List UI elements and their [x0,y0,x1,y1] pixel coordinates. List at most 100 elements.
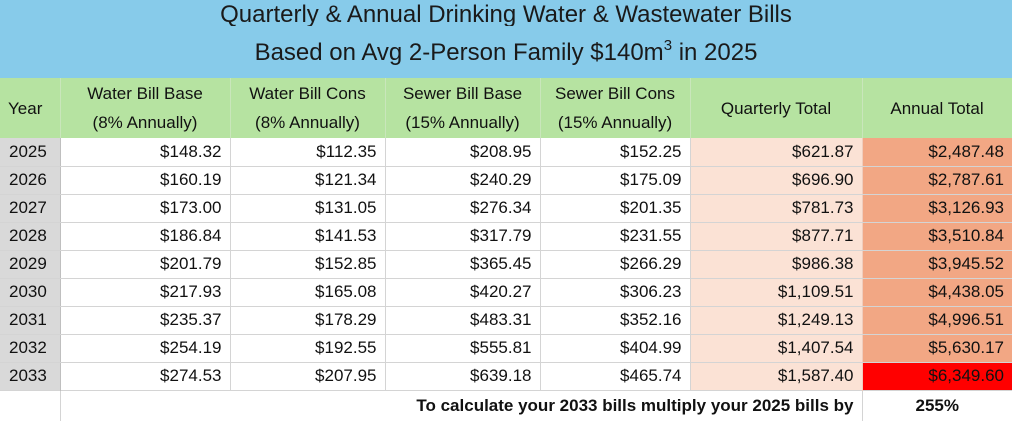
cell-annual-total[interactable]: $2,487.48 [862,138,1012,167]
cell-water-cons[interactable]: $112.35 [230,138,386,167]
cell-water-base[interactable]: $235.37 [60,306,231,335]
cell-sewer-cons[interactable]: $306.23 [540,278,691,307]
cell-water-base[interactable]: $173.00 [60,194,231,223]
title-line-2: Based on Avg 2-Person Family $140m3 in 2… [0,36,1012,70]
header-sewer-base[interactable]: Sewer Bill Base (15% Annually) [385,78,541,138]
cell-sewer-base[interactable]: $639.18 [385,362,541,390]
header-water-base[interactable]: Water Bill Base (8% Annually) [60,78,231,138]
cell-annual-total[interactable]: $2,787.61 [862,166,1012,195]
header-year[interactable]: Year [0,78,61,138]
cell-year[interactable]: 2027 [0,194,61,223]
cell-quarterly-total[interactable]: $696.90 [690,166,863,195]
bills-table: Year Water Bill Base (8% Annually) Water … [0,78,1012,421]
cell-annual-total[interactable]: $3,945.52 [862,250,1012,279]
table-row: 2025 $148.32 $112.35 $208.95 $152.25 $621.87 $… [0,138,1012,167]
cell-annual-total[interactable]: $3,126.93 [862,194,1012,223]
cell-water-base[interactable]: $274.53 [60,362,231,390]
footer-note[interactable]: To calculate your 2033 bills multiply yo… [60,389,863,421]
title-line-2-suffix: in 2025 [672,39,758,66]
cell-water-base[interactable]: $160.19 [60,166,231,195]
cell-quarterly-total[interactable]: $781.73 [690,194,863,223]
cell-water-base[interactable]: $186.84 [60,222,231,251]
cell-water-base[interactable]: $254.19 [60,334,231,363]
header-sewer-cons-line1: Sewer Bill Cons [555,84,675,103]
cell-water-cons[interactable]: $207.95 [230,362,386,390]
footer-row: To calculate your 2033 bills multiply yo… [0,389,1012,421]
footer-multiplier[interactable]: 255% [862,389,1012,421]
cell-quarterly-total[interactable]: $621.87 [690,138,863,167]
header-water-cons[interactable]: Water Bill Cons (8% Annually) [230,78,386,138]
cell-sewer-cons[interactable]: $231.55 [540,222,691,251]
table-row: 2031 $235.37 $178.29 $483.31 $352.16 $1,249.1… [0,306,1012,335]
title-line-1: Quarterly & Annual Drinking Water & Wast… [220,1,792,26]
header-water-base-line2: (8% Annually) [92,113,198,132]
cell-water-base[interactable]: $148.32 [60,138,231,167]
header-sewer-base-line1: Sewer Bill Base [402,84,523,103]
cell-water-cons[interactable]: $152.85 [230,250,386,279]
header-water-cons-line2: (8% Annually) [255,113,360,132]
cell-water-base[interactable]: $201.79 [60,250,231,279]
header-quarterly-total[interactable]: Quarterly Total [690,78,863,138]
cell-sewer-base[interactable]: $276.34 [385,194,541,223]
header-sewer-cons-line2: (15% Annually) [557,113,673,132]
cell-sewer-base[interactable]: $208.95 [385,138,541,167]
header-sewer-cons[interactable]: Sewer Bill Cons (15% Annually) [540,78,691,138]
header-annual-total[interactable]: Annual Total [862,78,1012,138]
cell-water-cons[interactable]: $141.53 [230,222,386,251]
cell-year[interactable]: 2028 [0,222,61,251]
cell-quarterly-total[interactable]: $877.71 [690,222,863,251]
cell-annual-total[interactable]: $4,996.51 [862,306,1012,335]
cell-water-cons[interactable]: $178.29 [230,306,386,335]
title-block: Quarterly & Annual Drinking Water & Wast… [0,0,1012,78]
cell-annual-total[interactable]: $4,438.05 [862,278,1012,307]
cell-water-cons[interactable]: $165.08 [230,278,386,307]
cell-year[interactable]: 2025 [0,138,61,167]
cell-quarterly-total[interactable]: $986.38 [690,250,863,279]
cell-sewer-cons[interactable]: $352.16 [540,306,691,335]
cell-sewer-base[interactable]: $420.27 [385,278,541,307]
cell-sewer-base[interactable]: $365.45 [385,250,541,279]
table-row: 2032 $254.19 $192.55 $555.81 $404.99 $1,407.5… [0,334,1012,363]
header-sewer-base-line2: (15% Annually) [405,113,520,132]
footer-blank-cell[interactable] [0,389,61,421]
cell-sewer-base[interactable]: $483.31 [385,306,541,335]
cell-quarterly-total[interactable]: $1,587.40 [690,362,863,390]
cell-year[interactable]: 2029 [0,250,61,279]
cell-sewer-base[interactable]: $240.29 [385,166,541,195]
cell-sewer-base[interactable]: $317.79 [385,222,541,251]
header-row: Year Water Bill Base (8% Annually) Water … [0,78,1012,138]
cell-quarterly-total[interactable]: $1,407.54 [690,334,863,363]
cell-sewer-cons[interactable]: $175.09 [540,166,691,195]
cell-water-base[interactable]: $217.93 [60,278,231,307]
table-row: 2028 $186.84 $141.53 $317.79 $231.55 $877.71 $… [0,222,1012,251]
cell-sewer-cons[interactable]: $266.29 [540,250,691,279]
table-row: 2033 $274.53 $207.95 $639.18 $465.74 $1,587.4… [0,362,1012,390]
header-water-base-line1: Water Bill Base [87,84,203,103]
cell-quarterly-total[interactable]: $1,109.51 [690,278,863,307]
header-water-cons-line1: Water Bill Cons [249,84,366,103]
cell-annual-total[interactable]: $5,630.17 [862,334,1012,363]
cell-water-cons[interactable]: $131.05 [230,194,386,223]
cell-sewer-base[interactable]: $555.81 [385,334,541,363]
cell-year[interactable]: 2030 [0,278,61,307]
cell-year[interactable]: 2033 [0,362,61,390]
table-row: 2026 $160.19 $121.34 $240.29 $175.09 $696.90 $… [0,166,1012,195]
cell-sewer-cons[interactable]: $152.25 [540,138,691,167]
cell-year[interactable]: 2026 [0,166,61,195]
table-body: 2025 $148.32 $112.35 $208.95 $152.25 $621.87 $… [0,138,1012,390]
table-row: 2027 $173.00 $131.05 $276.34 $201.35 $781.73 $… [0,194,1012,223]
cell-sewer-cons[interactable]: $201.35 [540,194,691,223]
cell-annual-total[interactable]: $6,349.60 [862,362,1012,390]
cell-water-cons[interactable]: $121.34 [230,166,386,195]
cell-annual-total[interactable]: $3,510.84 [862,222,1012,251]
cell-year[interactable]: 2031 [0,306,61,335]
cell-sewer-cons[interactable]: $404.99 [540,334,691,363]
cell-sewer-cons[interactable]: $465.74 [540,362,691,390]
title-superscript: 3 [663,37,673,54]
title-line-2-prefix: Based on Avg 2-Person Family $140m [254,39,664,66]
cell-quarterly-total[interactable]: $1,249.13 [690,306,863,335]
cell-water-cons[interactable]: $192.55 [230,334,386,363]
cell-year[interactable]: 2032 [0,334,61,363]
table-row: 2029 $201.79 $152.85 $365.45 $266.29 $986.38 $… [0,250,1012,279]
